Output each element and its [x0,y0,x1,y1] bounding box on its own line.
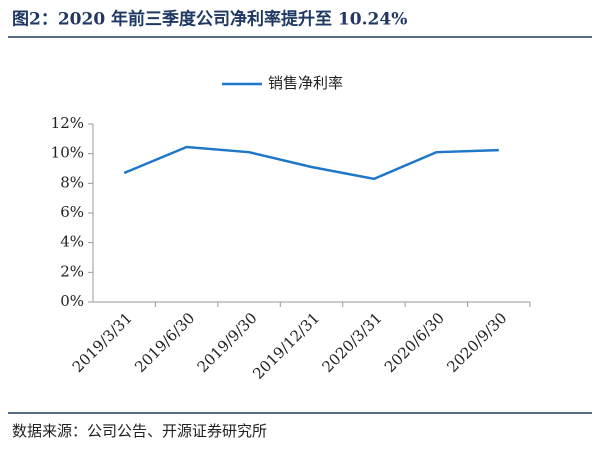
x-tick-label: 2020/3/31 [318,309,385,376]
chart-title: 图2：2020 年前三季度公司净利率提升至 10.24% [12,9,407,30]
y-tick-label: 6% [60,203,84,221]
x-tick-label: 2019/12/31 [249,309,323,383]
legend-label: 销售净利率 [268,74,343,92]
y-tick-label: 0% [60,292,84,310]
x-tick-label: 2019/3/31 [69,309,136,376]
x-tick-label: 2020/6/30 [381,309,448,376]
x-tick-label: 2019/9/30 [194,309,261,376]
line-series [123,145,499,181]
y-tick-label: 4% [60,233,84,251]
y-tick-label: 10% [51,144,84,162]
x-tick-label: 2020/9/30 [443,309,510,376]
source-note: 数据来源：公司公告、开源证券研究所 [12,422,267,440]
y-tick-label: 12% [51,114,84,132]
y-tick-label: 2% [60,262,84,280]
y-tick-label: 8% [60,173,84,191]
x-tick-label: 2019/6/30 [131,309,198,376]
